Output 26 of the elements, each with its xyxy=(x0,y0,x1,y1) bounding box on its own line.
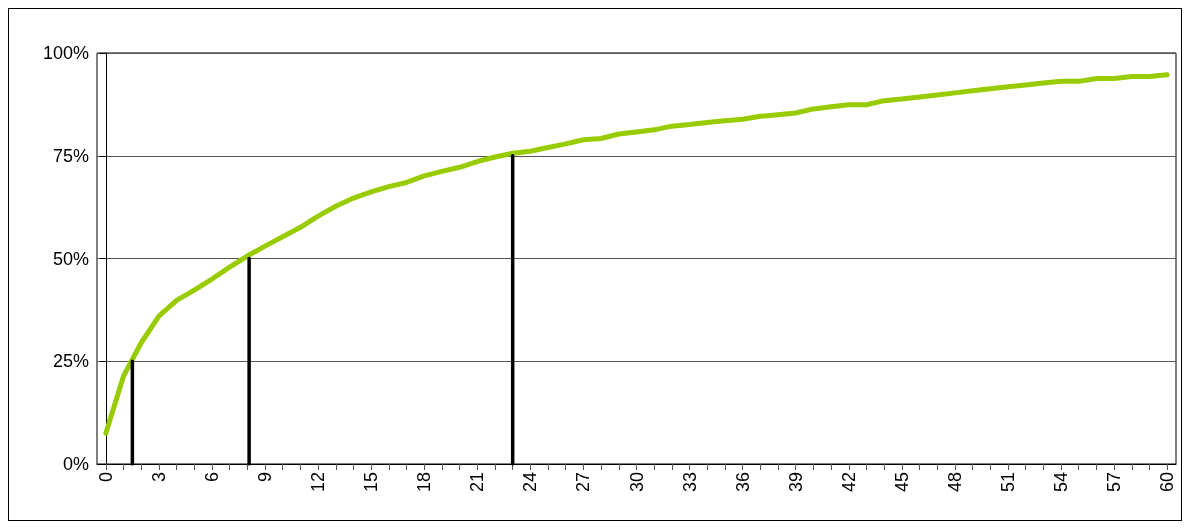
x-tick-label: 9 xyxy=(255,472,276,483)
y-tick-label: 0% xyxy=(62,454,89,474)
x-tick-label: 36 xyxy=(732,472,753,493)
x-tick-label: 54 xyxy=(1051,472,1072,493)
y-tick-label: 75% xyxy=(52,145,89,166)
x-tick-label: 6 xyxy=(201,472,222,483)
x-tick-label: 18 xyxy=(414,472,435,493)
x-tick-label: 30 xyxy=(626,472,647,493)
x-tick-label: 33 xyxy=(679,472,700,493)
x-tick-label: 48 xyxy=(944,472,965,493)
x-tick-label: 3 xyxy=(148,472,169,483)
x-tick-label: 27 xyxy=(573,472,594,493)
x-tick-label: 42 xyxy=(838,472,859,493)
x-tick-label: 0 xyxy=(95,472,116,483)
x-tick-label: 39 xyxy=(785,472,806,493)
x-tick-label: 15 xyxy=(361,472,382,493)
x-tick-label: 12 xyxy=(308,472,329,493)
x-tick-label: 45 xyxy=(891,472,912,493)
x-tick-label: 24 xyxy=(520,472,541,493)
x-tick-label: 57 xyxy=(1104,472,1125,493)
y-tick-label: 25% xyxy=(52,351,89,372)
x-tick-label: 21 xyxy=(467,472,488,493)
x-tick-label: 60 xyxy=(1157,472,1178,493)
y-tick-label: 100% xyxy=(42,43,89,63)
y-tick-label: 50% xyxy=(52,248,89,269)
x-tick-label: 51 xyxy=(997,472,1018,493)
